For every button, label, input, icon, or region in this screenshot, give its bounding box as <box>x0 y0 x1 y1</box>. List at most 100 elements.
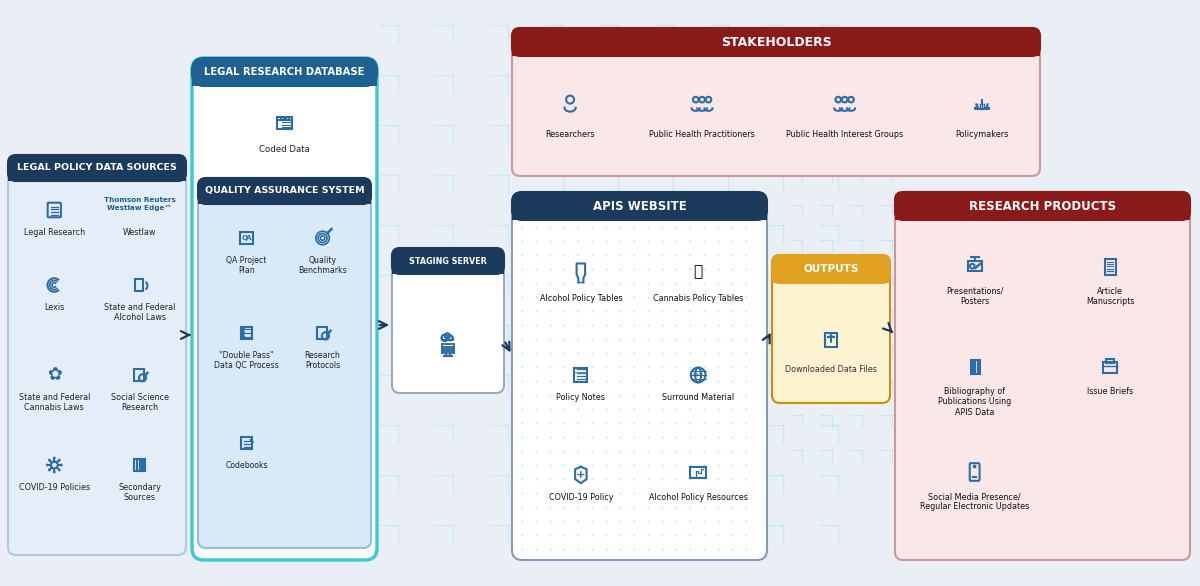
Bar <box>442 347 454 350</box>
Text: State and Federal
Alcohol Laws: State and Federal Alcohol Laws <box>104 303 175 322</box>
Text: Coded Data: Coded Data <box>259 145 310 154</box>
FancyArrow shape <box>829 335 833 342</box>
FancyBboxPatch shape <box>512 192 767 560</box>
Text: Researchers: Researchers <box>545 130 595 139</box>
FancyBboxPatch shape <box>198 178 371 204</box>
Circle shape <box>53 457 55 459</box>
Bar <box>772 269 890 283</box>
Text: OUTPUTS: OUTPUTS <box>803 264 859 274</box>
Text: State and Federal
Cannabis Laws: State and Federal Cannabis Laws <box>18 393 90 413</box>
Bar <box>198 191 371 204</box>
Text: STAKEHOLDERS: STAKEHOLDERS <box>721 36 832 49</box>
Text: 🌿: 🌿 <box>694 264 703 280</box>
Text: Social Science
Research: Social Science Research <box>110 393 169 413</box>
Bar <box>826 333 836 347</box>
Text: Thomson Reuters
Westlaw Edge™: Thomson Reuters Westlaw Edge™ <box>103 197 175 211</box>
Text: Alcohol Policy Resources: Alcohol Policy Resources <box>649 493 748 502</box>
FancyBboxPatch shape <box>8 155 186 555</box>
Bar <box>442 351 454 353</box>
Bar <box>973 360 976 374</box>
Text: Lexis: Lexis <box>44 303 65 312</box>
Bar <box>143 459 145 471</box>
Bar <box>240 232 253 244</box>
Circle shape <box>53 471 55 473</box>
FancyBboxPatch shape <box>192 58 377 86</box>
Text: Public Health Practitioners: Public Health Practitioners <box>649 130 755 139</box>
Bar <box>241 437 252 449</box>
FancyBboxPatch shape <box>392 248 504 274</box>
Text: Secondary
Sources: Secondary Sources <box>119 483 161 502</box>
Text: +: + <box>576 470 586 480</box>
Text: QA Project
Plan: QA Project Plan <box>227 256 266 275</box>
Bar <box>137 459 139 471</box>
Text: Surround Material: Surround Material <box>662 393 734 402</box>
Text: Policymakers: Policymakers <box>955 130 1008 139</box>
Circle shape <box>48 469 50 471</box>
Text: QUALITY ASSURANCE SYSTEM: QUALITY ASSURANCE SYSTEM <box>205 186 365 196</box>
FancyArrow shape <box>328 231 329 233</box>
Text: www: www <box>692 373 703 377</box>
Text: Codebooks: Codebooks <box>226 461 268 470</box>
Bar <box>1103 362 1117 373</box>
FancyBboxPatch shape <box>192 58 377 560</box>
Circle shape <box>60 464 62 466</box>
Text: Legal Research: Legal Research <box>24 228 85 237</box>
Bar <box>140 459 143 471</box>
Bar <box>690 467 707 478</box>
Text: Policy Notes: Policy Notes <box>557 393 605 402</box>
Bar <box>512 206 767 220</box>
Text: Public Health Interest Groups: Public Health Interest Groups <box>786 130 904 139</box>
Bar <box>277 117 292 130</box>
Bar <box>976 360 978 374</box>
Text: Quality
Benchmarks: Quality Benchmarks <box>298 256 347 275</box>
Text: COVID-19 Policy: COVID-19 Policy <box>548 493 613 502</box>
Text: Westlaw: Westlaw <box>124 228 156 237</box>
Text: Research
Protocols: Research Protocols <box>305 351 341 370</box>
FancyBboxPatch shape <box>895 192 1190 560</box>
Bar <box>575 367 588 383</box>
Bar <box>8 168 186 181</box>
Text: Presentations/
Posters: Presentations/ Posters <box>946 287 1003 306</box>
FancyArrow shape <box>250 440 253 442</box>
Text: LEGAL POLICY DATA SOURCES: LEGAL POLICY DATA SOURCES <box>17 163 176 172</box>
Bar <box>442 345 454 347</box>
FancyBboxPatch shape <box>772 255 890 283</box>
Circle shape <box>58 459 60 461</box>
Text: Bibliography of
Publications Using
APIS Data: Bibliography of Publications Using APIS … <box>938 387 1012 417</box>
Circle shape <box>58 469 60 471</box>
Text: Article
Manuscripts: Article Manuscripts <box>1086 287 1135 306</box>
Bar <box>895 206 1190 220</box>
Text: Issue Briefs: Issue Briefs <box>1087 387 1134 396</box>
Circle shape <box>47 464 48 466</box>
FancyBboxPatch shape <box>392 248 504 393</box>
FancyBboxPatch shape <box>198 178 371 548</box>
FancyBboxPatch shape <box>512 28 1040 176</box>
Text: Q: Q <box>241 235 247 241</box>
Text: COVID-19 Policies: COVID-19 Policies <box>19 483 90 492</box>
FancyBboxPatch shape <box>895 192 1190 220</box>
FancyBboxPatch shape <box>772 255 890 403</box>
Text: Cannabis Policy Tables: Cannabis Policy Tables <box>653 294 743 303</box>
Bar <box>392 261 504 274</box>
Text: Downloaded Data Files: Downloaded Data Files <box>785 365 877 374</box>
Circle shape <box>973 465 976 468</box>
Bar <box>1106 359 1115 363</box>
Bar <box>512 42 1040 56</box>
Text: RESEARCH PRODUCTS: RESEARCH PRODUCTS <box>968 199 1116 213</box>
Text: Social Media Presence/
Regular Electronic Updates: Social Media Presence/ Regular Electroni… <box>920 492 1030 512</box>
Text: LEGAL RESEARCH DATABASE: LEGAL RESEARCH DATABASE <box>204 67 365 77</box>
Bar <box>971 360 973 374</box>
Text: STAGING SERVER: STAGING SERVER <box>409 257 487 265</box>
Text: "Double Pass"
Data QC Process: "Double Pass" Data QC Process <box>214 351 278 370</box>
Text: ✿: ✿ <box>47 366 61 384</box>
Bar <box>134 369 144 380</box>
Bar <box>978 360 980 374</box>
Text: A: A <box>246 235 252 241</box>
Bar <box>1105 259 1116 275</box>
Bar <box>575 367 588 372</box>
Text: Alcohol Policy Tables: Alcohol Policy Tables <box>540 294 622 303</box>
Text: APIS WEBSITE: APIS WEBSITE <box>593 199 686 213</box>
Circle shape <box>48 459 50 461</box>
FancyBboxPatch shape <box>512 28 1040 56</box>
Bar <box>134 459 137 471</box>
